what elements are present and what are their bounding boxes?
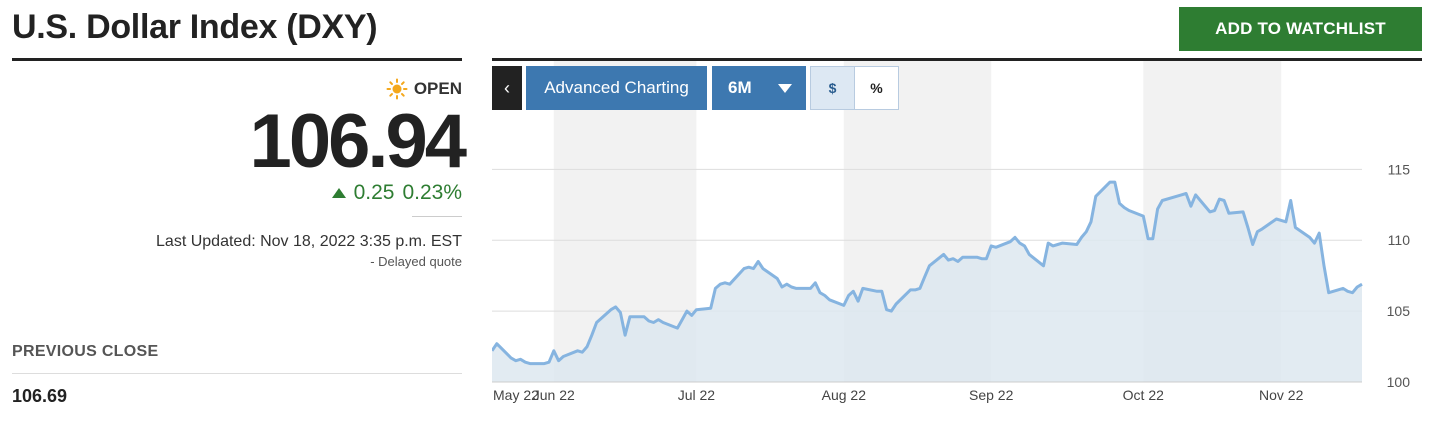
- previous-close-divider: [12, 373, 462, 374]
- time-range-value: 6M: [728, 78, 752, 97]
- advanced-charting-button[interactable]: Advanced Charting: [526, 66, 707, 110]
- change-percent: 0.23%: [402, 181, 462, 204]
- change-value: 0.25: [353, 181, 395, 204]
- delayed-quote-note: - Delayed quote: [370, 254, 462, 269]
- price-change: 0.25 0.23%: [331, 181, 462, 205]
- time-range-dropdown[interactable]: 6M: [712, 66, 806, 110]
- market-status: OPEN: [386, 78, 462, 100]
- x-tick-label-oct-22: Oct 22: [1123, 387, 1164, 403]
- price-area: [492, 182, 1362, 382]
- add-to-watchlist-button[interactable]: ADD TO WATCHLIST: [1179, 7, 1422, 51]
- y-tick-label-100: 100: [1387, 374, 1411, 390]
- x-tick-label-may-22: May 22: [493, 387, 539, 403]
- x-tick-label-aug-22: Aug 22: [822, 387, 867, 403]
- current-price: 106.94: [249, 99, 467, 184]
- title-divider: [12, 58, 462, 61]
- dollar-mode-button[interactable]: $: [811, 67, 855, 109]
- y-tick-label-110: 110: [1388, 232, 1411, 248]
- page-title: U.S. Dollar Index (DXY): [12, 8, 378, 46]
- y-tick-label-105: 105: [1387, 303, 1411, 319]
- quote-divider: [412, 216, 462, 217]
- header-divider: [492, 58, 1422, 61]
- percent-mode-button[interactable]: %: [855, 67, 898, 109]
- market-status-label: OPEN: [413, 79, 462, 98]
- value-mode-toggle[interactable]: $ %: [810, 66, 899, 110]
- price-line: [492, 180, 1363, 366]
- previous-close-value: 106.69: [12, 386, 68, 406]
- x-tick-label-nov-22: Nov 22: [1259, 387, 1304, 403]
- x-tick-label-sep-22: Sep 22: [969, 387, 1014, 403]
- previous-close-label: PREVIOUS CLOSE: [12, 343, 159, 360]
- sun-icon: [386, 78, 408, 100]
- last-updated: Last Updated: Nov 18, 2022 3:35 p.m. EST: [156, 233, 462, 250]
- collapse-chart-button[interactable]: ‹: [492, 66, 522, 110]
- up-arrow-icon: [331, 188, 346, 198]
- caret-down-icon: [778, 84, 792, 93]
- x-tick-label-jul-22: Jul 22: [678, 387, 716, 403]
- x-tick-label-jun-22: Jun 22: [533, 387, 575, 403]
- y-tick-label-115: 115: [1388, 161, 1411, 177]
